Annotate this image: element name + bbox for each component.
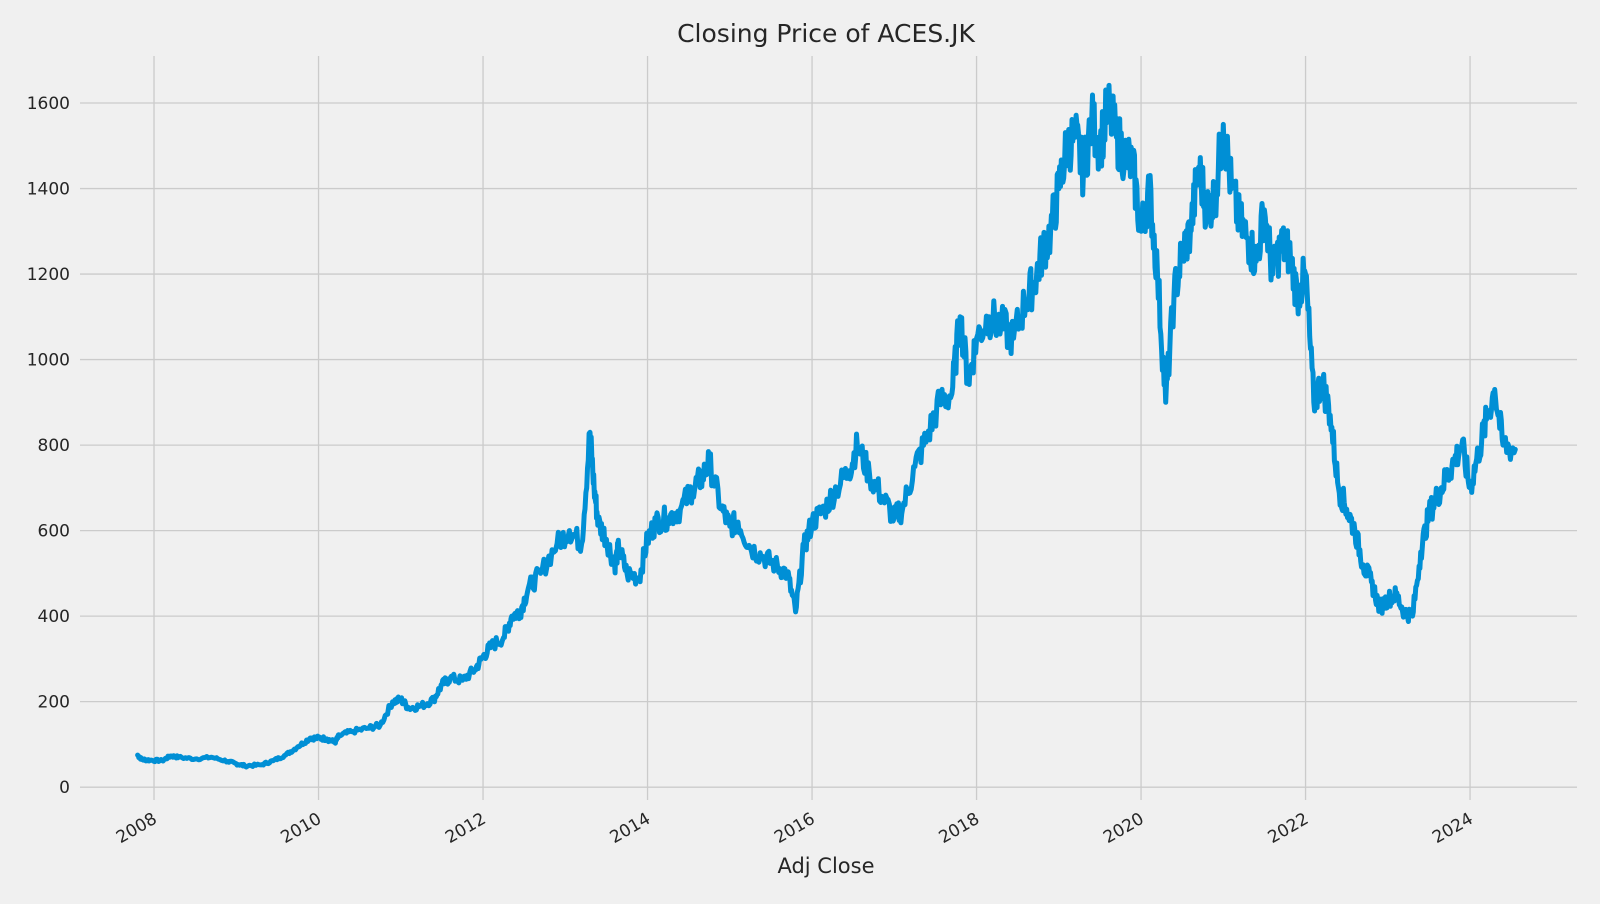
x-axis-label: Adj Close	[777, 854, 874, 878]
y-tick-label: 1000	[27, 351, 70, 371]
y-tick-label: 1400	[27, 180, 70, 200]
y-tick-label: 1600	[27, 94, 70, 114]
y-tick-label: 0	[59, 778, 70, 798]
chart-title: Closing Price of ACES.JK	[677, 19, 975, 48]
series-line	[135, 82, 1518, 770]
y-tick-label: 400	[38, 607, 70, 627]
grid	[80, 56, 1577, 800]
series-group	[135, 82, 1518, 770]
y-tick-label: 200	[38, 693, 70, 713]
y-tick-label: 1200	[27, 265, 70, 285]
y-tick-label: 800	[38, 436, 70, 456]
y-tick-label: 600	[38, 522, 70, 542]
y-axis: 0 200 400 600 800 1000 1200 1400 1600	[27, 94, 70, 798]
